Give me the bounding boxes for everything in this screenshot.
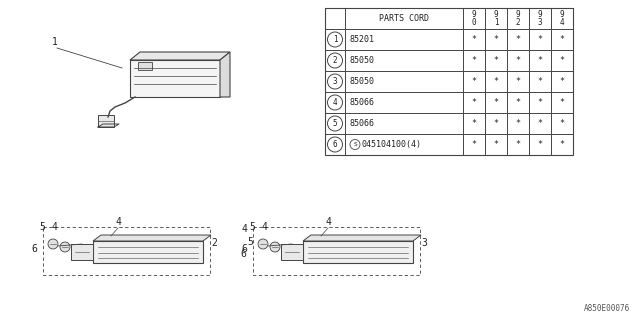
Bar	[43, 227, 210, 275]
Bar	[98, 115, 114, 127]
Text: 6: 6	[333, 140, 337, 149]
Text: *: *	[538, 140, 543, 149]
Text: *: *	[493, 56, 499, 65]
Text: *: *	[515, 98, 520, 107]
Text: *: *	[515, 119, 520, 128]
Bar	[71, 244, 93, 260]
Circle shape	[48, 239, 58, 249]
Text: *: *	[493, 140, 499, 149]
Text: A850E00076: A850E00076	[584, 304, 630, 313]
Text: 85066: 85066	[349, 119, 374, 128]
Text: 5: 5	[39, 222, 45, 232]
Circle shape	[258, 239, 268, 249]
Text: 4: 4	[115, 217, 121, 227]
Text: *: *	[538, 98, 543, 107]
Text: *: *	[559, 35, 564, 44]
Text: *: *	[472, 35, 477, 44]
Text: 85201: 85201	[349, 35, 374, 44]
Text: S: S	[353, 142, 357, 147]
Text: *: *	[515, 56, 520, 65]
Text: 5: 5	[249, 222, 255, 232]
Text: *: *	[538, 35, 543, 44]
Text: 6: 6	[241, 244, 247, 254]
Text: 2: 2	[333, 56, 337, 65]
Text: *: *	[559, 77, 564, 86]
Text: 6: 6	[240, 249, 246, 259]
Bar	[325, 8, 573, 155]
Text: *: *	[515, 35, 520, 44]
Text: 5: 5	[333, 119, 337, 128]
Polygon shape	[130, 52, 230, 60]
Text: 6: 6	[31, 244, 37, 254]
Text: 5: 5	[247, 237, 253, 247]
Bar	[130, 60, 220, 97]
Bar	[138, 62, 152, 70]
Text: *: *	[515, 140, 520, 149]
Text: *: *	[493, 98, 499, 107]
Text: 9
3: 9 3	[538, 10, 542, 27]
Text: 9
0: 9 0	[472, 10, 476, 27]
Bar	[303, 241, 413, 263]
Text: 3: 3	[333, 77, 337, 86]
Text: 045104100(4): 045104100(4)	[362, 140, 422, 149]
Text: *: *	[472, 119, 477, 128]
Bar	[253, 227, 420, 275]
Text: *: *	[493, 77, 499, 86]
Text: 4: 4	[261, 222, 267, 232]
Text: 85066: 85066	[349, 98, 374, 107]
Text: *: *	[472, 56, 477, 65]
Text: 4: 4	[242, 224, 248, 234]
Bar	[93, 241, 203, 263]
Text: *: *	[559, 140, 564, 149]
Text: *: *	[515, 77, 520, 86]
Text: 1: 1	[333, 35, 337, 44]
Text: *: *	[472, 140, 477, 149]
Polygon shape	[220, 52, 230, 97]
Text: 2: 2	[211, 238, 217, 248]
Circle shape	[270, 242, 280, 252]
Text: *: *	[472, 98, 477, 107]
Text: PARTS CORD: PARTS CORD	[379, 14, 429, 23]
Text: *: *	[493, 119, 499, 128]
Text: 4: 4	[51, 222, 57, 232]
Text: *: *	[559, 119, 564, 128]
Circle shape	[60, 242, 70, 252]
Text: *: *	[538, 56, 543, 65]
Polygon shape	[303, 235, 421, 241]
Polygon shape	[93, 235, 211, 241]
Text: 4: 4	[333, 98, 337, 107]
Text: 85050: 85050	[349, 77, 374, 86]
Text: 4: 4	[325, 217, 331, 227]
Text: *: *	[559, 98, 564, 107]
Text: *: *	[538, 119, 543, 128]
Text: *: *	[493, 35, 499, 44]
Text: 9
1: 9 1	[493, 10, 499, 27]
Text: *: *	[472, 77, 477, 86]
Text: 9
4: 9 4	[560, 10, 564, 27]
Text: 1: 1	[52, 37, 58, 47]
Bar	[281, 244, 303, 260]
Text: *: *	[559, 56, 564, 65]
Text: 9
2: 9 2	[516, 10, 520, 27]
Text: 3: 3	[421, 238, 427, 248]
Text: *: *	[538, 77, 543, 86]
Text: 85050: 85050	[349, 56, 374, 65]
